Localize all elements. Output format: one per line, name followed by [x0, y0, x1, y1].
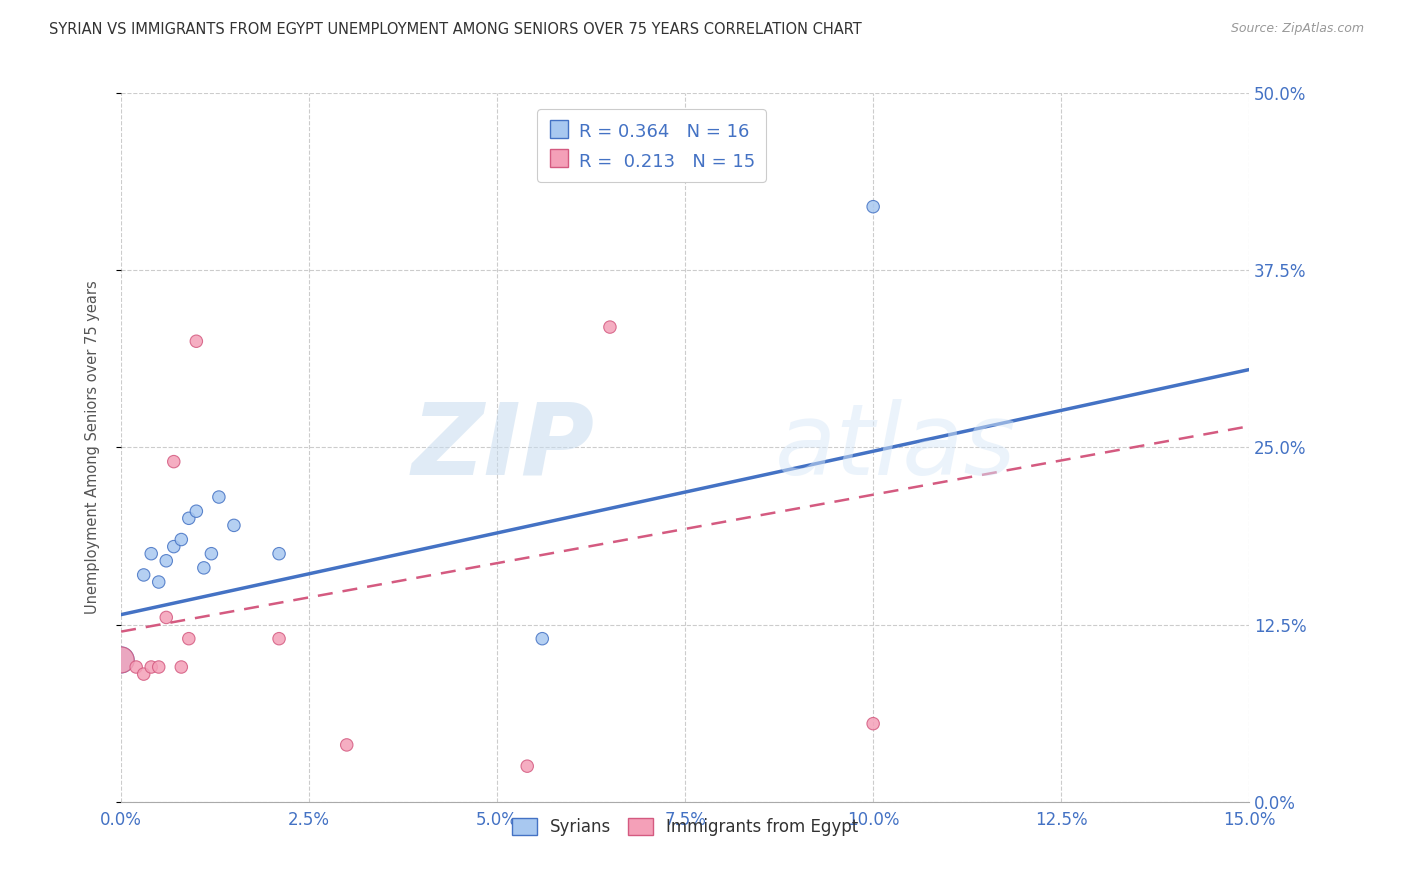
Legend: Syrians, Immigrants from Egypt: Syrians, Immigrants from Egypt	[505, 812, 865, 843]
Point	[177, 511, 200, 525]
Point	[148, 660, 170, 674]
Point	[193, 561, 215, 575]
Point	[599, 320, 621, 334]
Point	[186, 504, 208, 518]
Point	[267, 632, 290, 646]
Point	[155, 554, 177, 568]
Point	[170, 660, 193, 674]
Point	[155, 610, 177, 624]
Point	[186, 334, 208, 349]
Point	[163, 540, 186, 554]
Point	[531, 632, 554, 646]
Point	[177, 632, 200, 646]
Point	[125, 660, 148, 674]
Point	[862, 716, 884, 731]
Point	[110, 653, 132, 667]
Point	[132, 667, 155, 681]
Point	[141, 547, 163, 561]
Point	[516, 759, 538, 773]
Text: ZIP: ZIP	[412, 399, 595, 496]
Text: SYRIAN VS IMMIGRANTS FROM EGYPT UNEMPLOYMENT AMONG SENIORS OVER 75 YEARS CORRELA: SYRIAN VS IMMIGRANTS FROM EGYPT UNEMPLOY…	[49, 22, 862, 37]
Point	[170, 533, 193, 547]
Point	[267, 547, 290, 561]
Point	[132, 568, 155, 582]
Text: atlas: atlas	[775, 399, 1017, 496]
Y-axis label: Unemployment Among Seniors over 75 years: Unemployment Among Seniors over 75 years	[86, 281, 100, 615]
Point	[163, 455, 186, 469]
Point	[336, 738, 359, 752]
Point	[141, 660, 163, 674]
Point	[200, 547, 222, 561]
Point	[148, 574, 170, 589]
Point	[208, 490, 231, 504]
Text: Source: ZipAtlas.com: Source: ZipAtlas.com	[1230, 22, 1364, 36]
Point	[222, 518, 245, 533]
Point	[862, 200, 884, 214]
Point	[110, 653, 132, 667]
